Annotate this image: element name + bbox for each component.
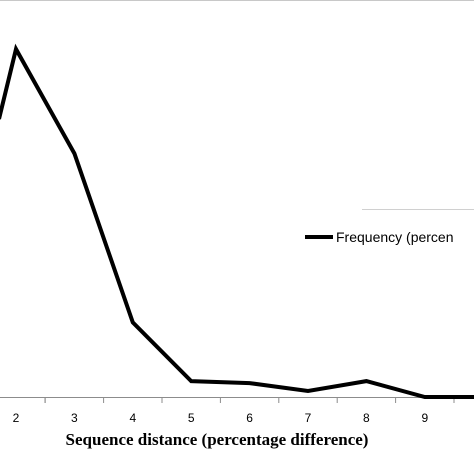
x-tick-label: 4 bbox=[129, 411, 136, 425]
x-tick-label: 9 bbox=[421, 411, 428, 425]
x-axis-title: Sequence distance (percentage difference… bbox=[66, 430, 369, 449]
x-tick-label: 7 bbox=[305, 411, 312, 425]
x-tick-label: 8 bbox=[363, 411, 370, 425]
x-axis-tick-labels: 2 3 4 5 6 7 8 9 bbox=[13, 411, 429, 425]
x-tick-label: 5 bbox=[188, 411, 195, 425]
legend-label: Frequency (percen bbox=[336, 229, 454, 245]
x-tick-label: 2 bbox=[13, 411, 20, 425]
x-tick-label: 6 bbox=[246, 411, 253, 425]
series-line-frequency bbox=[0, 43, 474, 399]
x-axis-ticks bbox=[44, 397, 455, 403]
x-tick-label: 3 bbox=[71, 411, 78, 425]
